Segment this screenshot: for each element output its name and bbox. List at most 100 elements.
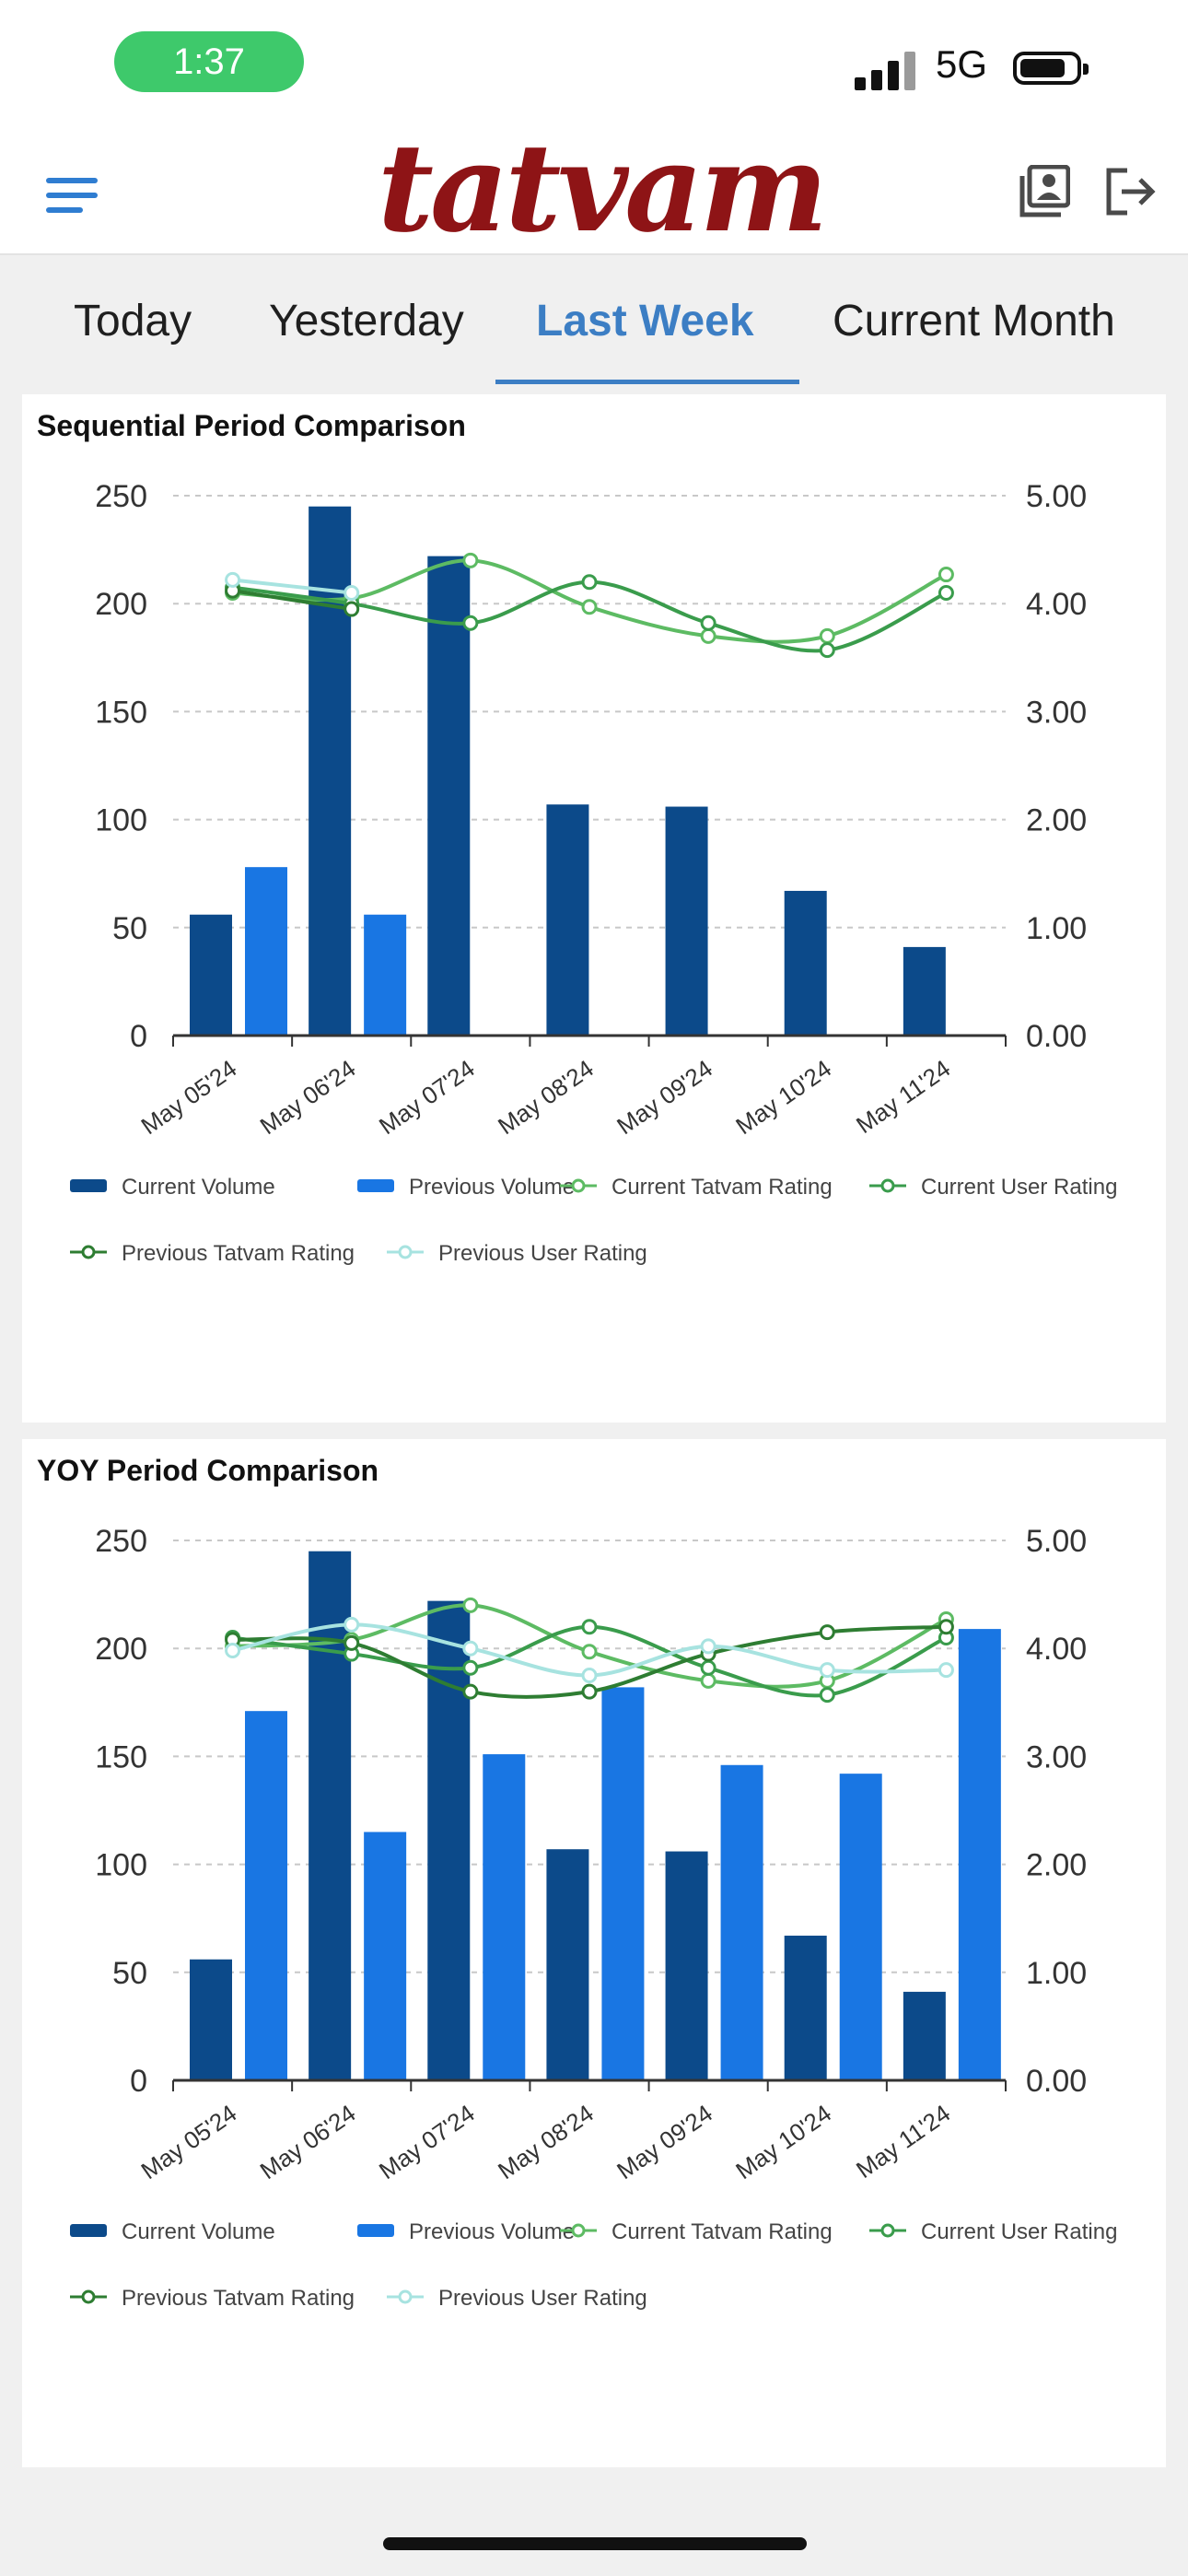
tab-current-month[interactable]: Current Month (833, 297, 1115, 345)
bar-current-volume[interactable] (427, 1600, 471, 2080)
point-current-tatvam-rating[interactable] (700, 627, 716, 644)
point-previous-tatvam-rating[interactable] (819, 1624, 835, 1641)
logo-text: tatvam (378, 117, 828, 260)
x-tick-label: May 10'24 (730, 1054, 836, 1140)
logout-icon[interactable] (1103, 165, 1157, 218)
legend-item[interactable]: Current User Rating (869, 1175, 1117, 1200)
point-current-user-rating[interactable] (581, 574, 598, 591)
y-right-tick-label: 4.00 (1026, 587, 1087, 622)
bar-previous-volume[interactable] (245, 867, 287, 1036)
bar-previous-volume[interactable] (364, 1832, 407, 2080)
bar-previous-volume[interactable] (483, 1754, 526, 2080)
point-current-tatvam-rating[interactable] (462, 552, 479, 568)
point-current-user-rating[interactable] (581, 1619, 598, 1635)
point-previous-tatvam-rating[interactable] (938, 1619, 954, 1635)
profile-card-icon[interactable] (1019, 165, 1070, 218)
legend-marker (571, 1178, 586, 1193)
point-previous-user-rating[interactable] (344, 1616, 360, 1633)
y-right-tick-label: 3.00 (1026, 1739, 1087, 1774)
bar-current-volume[interactable] (309, 506, 352, 1036)
tab-last-week[interactable]: Last Week (536, 297, 754, 345)
legend-item[interactable]: Previous Volume (357, 1175, 575, 1200)
bar-current-volume[interactable] (190, 1959, 232, 2080)
bar-current-volume[interactable] (546, 1849, 589, 2080)
legend-marker (81, 1245, 96, 1259)
app-header: tatvam (0, 124, 1188, 255)
bar-previous-volume[interactable] (245, 1711, 287, 2080)
point-previous-user-rating[interactable] (700, 1638, 716, 1655)
y-left-tick-label: 100 (95, 803, 147, 838)
legend-item[interactable]: Previous Tatvam Rating (70, 2286, 355, 2311)
tab-yesterday[interactable]: Yesterday (269, 297, 464, 345)
point-previous-user-rating[interactable] (225, 571, 241, 588)
bar-current-volume[interactable] (784, 1935, 827, 2080)
bar-previous-volume[interactable] (958, 1629, 1001, 2080)
point-current-tatvam-rating[interactable] (938, 567, 954, 583)
bar-current-volume[interactable] (546, 804, 589, 1036)
legend-item[interactable]: Previous User Rating (387, 2286, 647, 2311)
bar-current-volume[interactable] (784, 890, 827, 1036)
legend-item[interactable]: Current User Rating (869, 2219, 1117, 2244)
point-previous-tatvam-rating[interactable] (581, 1683, 598, 1700)
bar-current-volume[interactable] (665, 1851, 708, 2080)
legend-item[interactable]: Previous Tatvam Rating (70, 1241, 355, 1266)
x-tick-label: May 10'24 (730, 2099, 836, 2184)
tatvam-logo: tatvam (378, 117, 828, 260)
y-left-tick-label: 50 (112, 1956, 147, 1991)
point-previous-tatvam-rating[interactable] (462, 1683, 479, 1700)
legend-item[interactable]: Current Volume (70, 2219, 275, 2244)
bar-current-volume[interactable] (190, 914, 232, 1036)
x-tick-label: May 05'24 (136, 2099, 242, 2184)
point-current-user-rating[interactable] (938, 584, 954, 601)
legend-label: Previous Volume (409, 1175, 575, 1200)
point-current-tatvam-rating[interactable] (462, 1597, 479, 1613)
point-current-tatvam-rating[interactable] (581, 1644, 598, 1660)
point-previous-user-rating[interactable] (225, 1643, 241, 1659)
bar-previous-volume[interactable] (720, 1764, 763, 2080)
legend-item[interactable]: Previous User Rating (387, 1241, 647, 1266)
bar-current-volume[interactable] (903, 946, 946, 1036)
point-current-tatvam-rating[interactable] (581, 599, 598, 615)
point-previous-user-rating[interactable] (581, 1668, 598, 1683)
chart-title: YOY Period Comparison (37, 1454, 379, 1487)
legend-item[interactable]: Current Volume (70, 1175, 275, 1200)
bar-current-volume[interactable] (903, 1991, 946, 2080)
bar-previous-volume[interactable] (364, 914, 407, 1036)
legend-item[interactable]: Current Tatvam Rating (560, 2219, 833, 2244)
legend-swatch (70, 2224, 107, 2237)
legend-marker (880, 2223, 895, 2238)
tab-today[interactable]: Today (74, 297, 192, 345)
legend-item[interactable]: Previous Volume (357, 2219, 575, 2244)
bar-current-volume[interactable] (427, 556, 471, 1036)
point-current-tatvam-rating[interactable] (819, 627, 835, 644)
bar-previous-volume[interactable] (601, 1687, 645, 2080)
x-tick-label: May 08'24 (493, 1054, 599, 1140)
point-current-tatvam-rating[interactable] (700, 1672, 716, 1689)
sequential-comparison-card: Sequential Period Comparison 0 50 100 150 20… (22, 394, 1166, 1423)
point-current-user-rating[interactable] (700, 615, 716, 631)
legend-marker (880, 1178, 895, 1193)
point-current-user-rating[interactable] (819, 1687, 835, 1704)
x-tick-label: May 08'24 (493, 2099, 599, 2184)
point-current-user-rating[interactable] (462, 1659, 479, 1676)
point-previous-user-rating[interactable] (938, 1662, 954, 1679)
bar-current-volume[interactable] (665, 806, 708, 1036)
y-right-tick-label: 0.00 (1026, 2064, 1087, 2099)
chart-title: Sequential Period Comparison (37, 409, 466, 442)
point-current-user-rating[interactable] (819, 642, 835, 659)
point-current-user-rating[interactable] (462, 615, 479, 631)
bar-previous-volume[interactable] (839, 1774, 882, 2080)
y-left-tick-label: 0 (130, 2064, 147, 2099)
y-left-tick-label: 100 (95, 1848, 147, 1883)
point-previous-user-rating[interactable] (462, 1640, 479, 1657)
point-current-user-rating[interactable] (700, 1659, 716, 1676)
legend-label: Previous Volume (409, 2219, 575, 2244)
point-previous-user-rating[interactable] (819, 1662, 835, 1679)
active-tab-indicator (495, 380, 799, 384)
hamburger-menu-icon[interactable] (46, 178, 98, 213)
point-previous-tatvam-rating[interactable] (344, 601, 360, 617)
legend-item[interactable]: Current Tatvam Rating (560, 1175, 833, 1200)
point-previous-tatvam-rating[interactable] (344, 1634, 360, 1651)
period-tabs: Today Yesterday Last Week Current Month (0, 255, 1188, 384)
point-previous-user-rating[interactable] (344, 584, 360, 601)
